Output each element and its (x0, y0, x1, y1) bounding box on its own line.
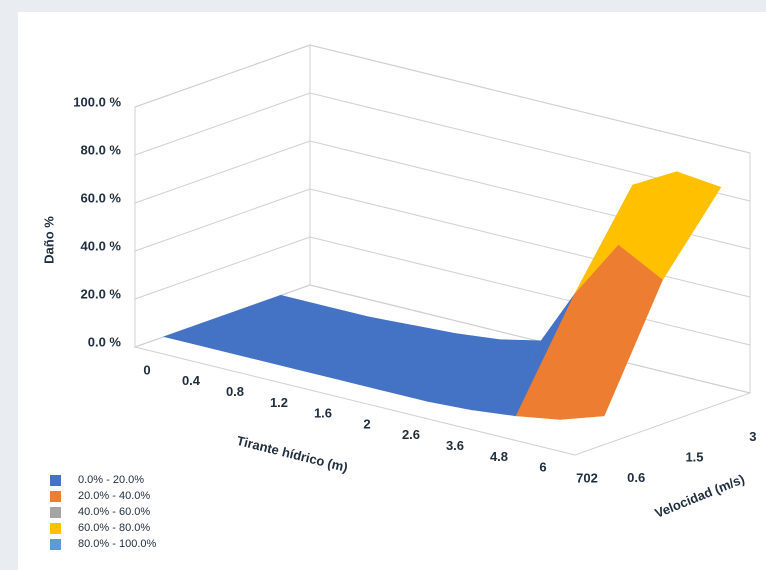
x-tick-label: 0.4 (182, 373, 201, 388)
legend-label: 60.0% - 80.0% (78, 522, 150, 534)
x-tick-label: 0.8 (226, 384, 244, 399)
depth-tick-label: 3 (749, 429, 756, 444)
grid-line (134, 44, 751, 154)
x-tick-label: 6 (539, 460, 546, 475)
x-tick-label: 702 (576, 470, 598, 485)
x-tick-label: 4.8 (490, 449, 508, 464)
x-tick-label: 3.6 (446, 438, 464, 453)
y-tick-label: 40.0 % (81, 238, 122, 253)
grid-line (134, 92, 751, 202)
legend-swatch (50, 523, 61, 534)
depth-tick-label: 1.5 (685, 449, 703, 464)
depth-tick-label: 0.6 (627, 470, 645, 485)
legend-swatch (50, 507, 61, 518)
y-tick-label: 80.0 % (81, 142, 122, 157)
legend-swatch (50, 475, 61, 486)
y-axis-title: Daño % (41, 216, 56, 264)
y-tick-label: 20.0 % (81, 286, 122, 301)
x-tick-label: 2 (363, 416, 370, 431)
x-tick-label: 0 (143, 362, 150, 377)
legend-swatch (50, 539, 61, 550)
surface-cell (559, 244, 663, 420)
y-tick-label: 60.0 % (81, 190, 122, 205)
legend-label: 0.0% - 20.0% (78, 474, 144, 486)
x-tick-label: 1.2 (270, 395, 288, 410)
legend-label: 80.0% - 100.0% (78, 538, 156, 550)
legend-label: 40.0% - 60.0% (78, 506, 150, 518)
x-tick-label: 1.6 (314, 406, 332, 421)
legend-label: 20.0% - 40.0% (78, 490, 150, 502)
x-tick-label: 2.6 (402, 427, 420, 442)
y-tick-label: 100.0 % (73, 94, 121, 109)
legend-swatch (50, 491, 61, 502)
y-tick-label: 0.0 % (88, 334, 122, 349)
grid-line (134, 140, 751, 250)
